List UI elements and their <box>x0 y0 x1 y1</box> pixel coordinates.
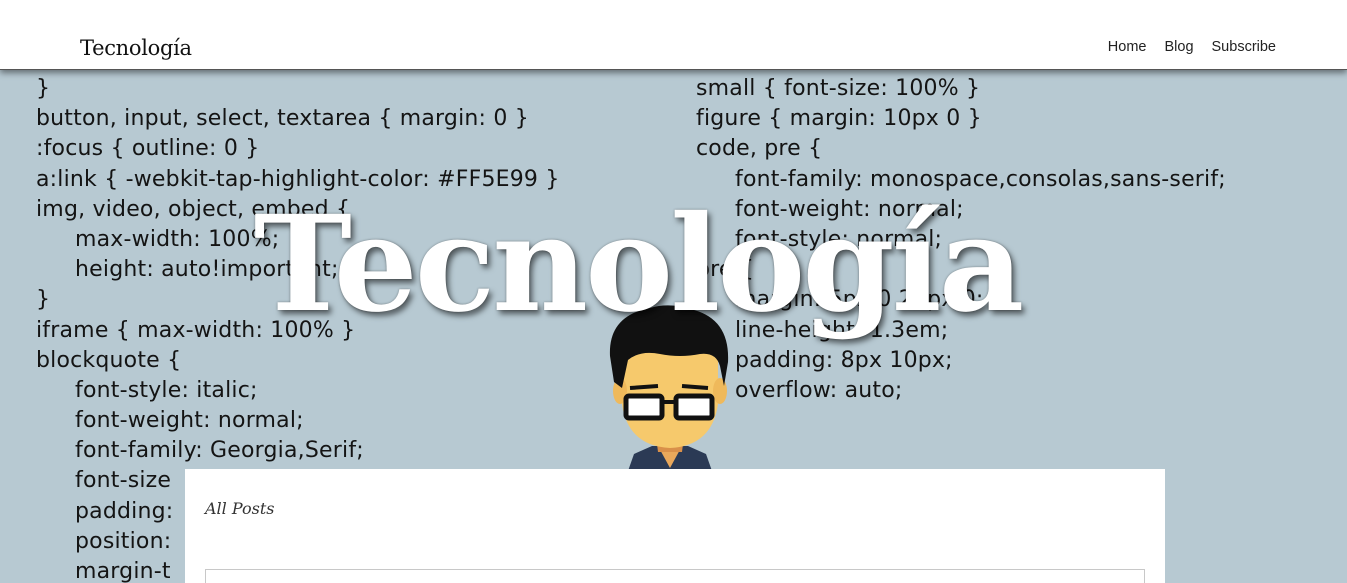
code-line: code, pre { <box>696 136 823 162</box>
code-line: position: <box>75 528 172 554</box>
code-line: font-family: monospace,consolas,sans-ser… <box>735 166 1226 192</box>
code-line: blockquote { <box>36 347 182 373</box>
code-line: a:link { -webkit-tap-highlight-color: #F… <box>36 166 560 192</box>
code-line: line-height: 1.3em; <box>735 317 949 343</box>
nav-item-home[interactable]: Home <box>1107 39 1147 55</box>
code-line: font-weight: normal; <box>75 408 304 434</box>
code-line: iframe { max-width: 100% } <box>36 317 356 343</box>
code-line: font-size <box>75 468 172 494</box>
site-header: Tecnología Home Blog Subscribe <box>0 0 1347 70</box>
main-nav: Home Blog Subscribe <box>1108 39 1276 55</box>
code-line: height: auto!important; <box>75 257 339 283</box>
code-line: padding: <box>75 498 174 524</box>
code-line: button, input, select, textarea { margin… <box>36 106 529 132</box>
code-line: padding: 8px 10px; <box>735 347 953 373</box>
code-line: img, video, object, embed { <box>36 196 351 222</box>
code-line: font-style: normal; <box>735 226 943 252</box>
all-posts-link[interactable]: All Posts <box>205 499 275 518</box>
developer-illustration <box>609 305 729 471</box>
code-line: pre { <box>696 257 755 283</box>
code-line: font-style: italic; <box>75 377 258 403</box>
code-line: margin-t <box>75 559 171 583</box>
code-line: } <box>36 287 51 313</box>
code-line: :focus { outline: 0 } <box>36 136 260 162</box>
code-line: max-width: 100%; <box>75 226 280 252</box>
code-line: font-weight: normal; <box>735 196 964 222</box>
code-line: overflow: auto; <box>735 377 903 403</box>
nav-item-blog[interactable]: Blog <box>1164 39 1194 55</box>
code-line: font-family: Georgia,Serif; <box>75 438 364 464</box>
code-line: small { font-size: 100% } <box>696 76 981 101</box>
nav-item-subscribe[interactable]: Subscribe <box>1211 39 1276 55</box>
code-background-right: small { font-size: 100% } figure { margin… <box>696 74 1226 406</box>
code-line: } <box>36 76 51 101</box>
hero-title: Tecnología <box>253 187 1025 342</box>
posts-panel: All Posts <box>185 469 1165 583</box>
post-card[interactable] <box>205 569 1145 583</box>
code-line: figure { margin: 10px 0 } <box>696 106 982 132</box>
site-title[interactable]: Tecnología <box>80 36 192 60</box>
code-line: margin: 5px 0 20px 0; <box>735 287 984 313</box>
code-background-left: } button, input, select, textarea { margi… <box>36 74 560 583</box>
